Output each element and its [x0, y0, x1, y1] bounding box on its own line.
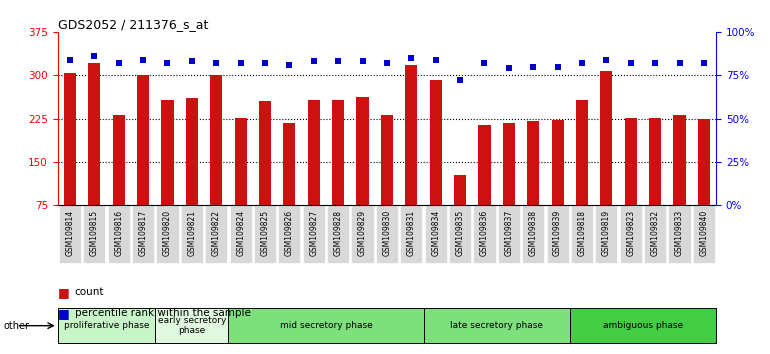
Bar: [503, 122, 515, 249]
Text: GDS2052 / 211376_s_at: GDS2052 / 211376_s_at: [58, 18, 208, 31]
Bar: [156, 308, 229, 343]
Bar: [601, 71, 612, 249]
Point: [624, 60, 637, 66]
Text: late secretory phase: late secretory phase: [450, 321, 543, 330]
Bar: [186, 98, 198, 249]
Text: early secretory
phase: early secretory phase: [158, 316, 226, 335]
Bar: [674, 115, 685, 249]
Bar: [89, 63, 100, 249]
Point: [405, 55, 417, 61]
Text: percentile rank within the sample: percentile rank within the sample: [75, 308, 250, 318]
Bar: [454, 175, 466, 249]
Point: [649, 60, 661, 66]
Bar: [235, 118, 246, 249]
Bar: [527, 121, 539, 249]
Bar: [210, 75, 223, 249]
Point: [380, 60, 393, 66]
Point: [137, 57, 149, 62]
Bar: [357, 97, 369, 249]
Bar: [424, 308, 570, 343]
Bar: [570, 308, 716, 343]
Bar: [478, 125, 490, 249]
Point: [112, 60, 125, 66]
Bar: [430, 80, 442, 249]
Bar: [58, 308, 156, 343]
Point: [186, 58, 198, 64]
Bar: [576, 99, 588, 249]
Point: [259, 60, 271, 66]
Text: count: count: [75, 287, 104, 297]
Text: ambiguous phase: ambiguous phase: [603, 321, 683, 330]
Point: [357, 58, 369, 64]
Point: [283, 62, 296, 68]
Point: [161, 60, 173, 66]
Point: [210, 60, 223, 66]
Bar: [162, 99, 173, 249]
Point: [601, 57, 613, 62]
Bar: [308, 99, 320, 249]
Text: ■: ■: [58, 307, 69, 320]
Text: mid secretory phase: mid secretory phase: [280, 321, 373, 330]
Bar: [64, 73, 76, 249]
Point: [527, 64, 539, 69]
Bar: [698, 119, 710, 249]
Point: [64, 57, 76, 62]
Bar: [405, 65, 417, 249]
Bar: [229, 308, 424, 343]
Bar: [137, 75, 149, 249]
Bar: [649, 118, 661, 249]
Point: [478, 60, 490, 66]
Point: [234, 60, 246, 66]
Bar: [283, 122, 296, 249]
Point: [88, 53, 100, 59]
Bar: [624, 118, 637, 249]
Text: other: other: [4, 321, 30, 331]
Point: [332, 58, 344, 64]
Point: [307, 58, 320, 64]
Point: [576, 60, 588, 66]
Bar: [112, 115, 125, 249]
Text: proliferative phase: proliferative phase: [64, 321, 149, 330]
Text: ■: ■: [58, 286, 69, 298]
Point: [503, 65, 515, 71]
Point: [673, 60, 685, 66]
Bar: [381, 115, 393, 249]
Bar: [259, 101, 271, 249]
Point: [430, 57, 442, 62]
Point: [454, 78, 466, 83]
Point: [698, 60, 710, 66]
Bar: [551, 120, 564, 249]
Point: [551, 64, 564, 69]
Bar: [332, 99, 344, 249]
